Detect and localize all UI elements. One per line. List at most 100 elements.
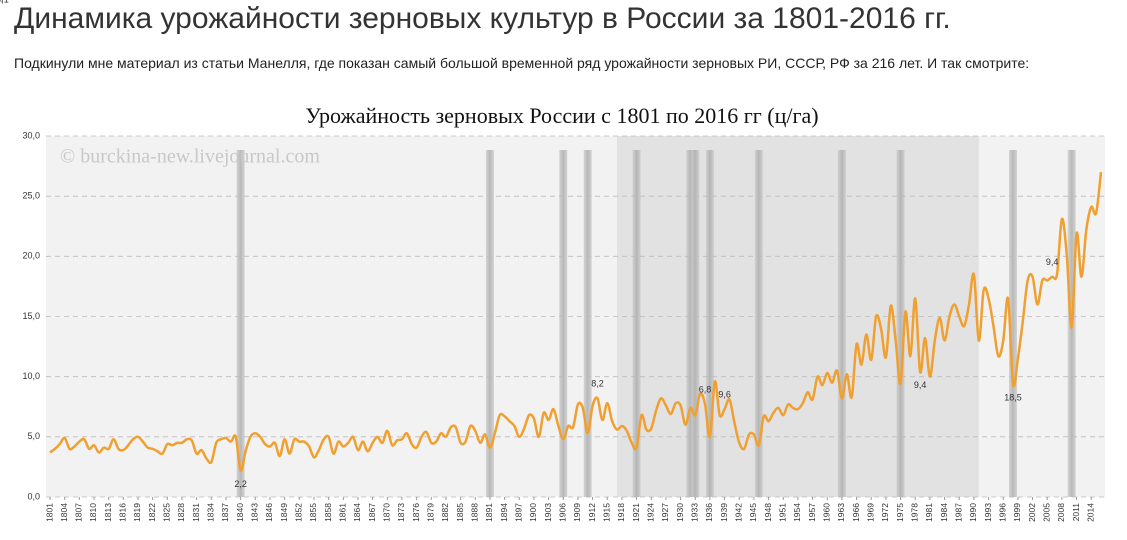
x-tick-label: 1945 [748, 503, 758, 522]
x-tick-label: 1924 [646, 503, 656, 522]
y-tick-label: 25,0 [22, 191, 40, 201]
y-tick-label: 15,0 [22, 311, 40, 321]
data-label: 9,6 [718, 390, 731, 400]
shaded-year [837, 150, 846, 497]
x-tick-label: 1975 [895, 503, 905, 522]
shaded-year [705, 150, 714, 497]
x-tick-label: 1867 [367, 503, 377, 522]
x-tick-label: 1990 [968, 503, 978, 522]
data-label: 14,1 [0, 0, 9, 4]
x-tick-label: 1888 [470, 503, 480, 522]
shaded-year [236, 150, 245, 497]
x-tick-label: 1873 [396, 503, 406, 522]
x-tick-label: 1918 [616, 503, 626, 522]
x-tick-label: 1879 [426, 503, 436, 522]
x-tick-label: 1960 [822, 503, 832, 522]
shaded-year [754, 150, 763, 497]
x-tick-label: 1843 [250, 503, 260, 522]
x-tick-label: 1957 [807, 503, 817, 522]
x-tick-label: 2002 [1027, 503, 1037, 522]
x-tick-label: 1807 [74, 503, 84, 522]
x-tick-label: 1834 [206, 503, 216, 522]
x-tick-label: 1825 [162, 503, 172, 522]
x-tick-label: 1831 [191, 503, 201, 522]
x-tick-label: 2014 [1085, 503, 1095, 522]
shaded-year [559, 150, 568, 497]
data-label: 8,2 [591, 379, 604, 389]
x-tick-label: 1984 [939, 503, 949, 522]
x-tick-label: 2008 [1056, 503, 1066, 522]
data-label: 9,4 [914, 380, 927, 390]
shaded-year [485, 150, 494, 497]
x-tick-label: 1804 [59, 503, 69, 522]
x-tick-label: 1996 [997, 503, 1007, 522]
page-title: Динамика урожайности зерновых культур в … [14, 2, 951, 35]
x-tick-label: 1912 [587, 503, 597, 522]
x-tick-label: 1948 [763, 503, 773, 522]
x-tick-label: 1930 [675, 503, 685, 522]
x-tick-label: 1936 [704, 503, 714, 522]
x-tick-label: 1840 [235, 503, 245, 522]
x-tick-label: 1987 [953, 503, 963, 522]
x-tick-label: 1837 [220, 503, 230, 522]
y-tick-label: 20,0 [22, 251, 40, 261]
x-tick-label: 1861 [338, 503, 348, 522]
x-tick-label: 1813 [103, 503, 113, 522]
shaded-year [632, 150, 641, 497]
x-tick-label: 1969 [865, 503, 875, 522]
data-label: 18,5 [1004, 392, 1022, 402]
x-tick-label: 1852 [294, 503, 304, 522]
x-tick-label: 1822 [147, 503, 157, 522]
shaded-year [1009, 150, 1018, 497]
intro-text: Подкинули мне материал из статьи Манелля… [14, 55, 1030, 71]
x-tick-label: 1891 [484, 503, 494, 522]
x-tick-label: 1999 [1012, 503, 1022, 522]
x-tick-label: 1954 [792, 503, 802, 522]
x-tick-label: 1915 [602, 503, 612, 522]
x-tick-label: 1894 [499, 503, 509, 522]
x-tick-label: 1942 [734, 503, 744, 522]
x-tick-label: 2005 [1041, 503, 1051, 522]
x-tick-label: 1951 [778, 503, 788, 522]
x-tick-label: 1933 [690, 503, 700, 522]
y-tick-label: 10,0 [22, 371, 40, 381]
shaded-year [686, 150, 695, 497]
data-label: 27 [0, 0, 5, 4]
data-label: 6,8 [699, 385, 712, 395]
x-tick-label: 1921 [631, 503, 641, 522]
x-tick-label: 1978 [909, 503, 919, 522]
x-tick-label: 1816 [118, 503, 128, 522]
x-tick-label: 1939 [719, 503, 729, 522]
y-tick-label: 5,0 [27, 431, 40, 441]
x-tick-label: 1903 [543, 503, 553, 522]
x-tick-label: 1909 [572, 503, 582, 522]
chart-title: Урожайность зерновых России с 1801 по 20… [305, 103, 818, 128]
y-tick-label: 30,0 [22, 130, 40, 140]
data-label: 2,2 [234, 479, 247, 489]
x-tick-label: 1858 [323, 503, 333, 522]
x-tick-label: 1882 [440, 503, 450, 522]
x-tick-label: 1966 [851, 503, 861, 522]
shaded-year [583, 150, 592, 497]
x-tick-label: 1972 [880, 503, 890, 522]
x-tick-label: 1870 [382, 503, 392, 522]
watermark: © burckina-new.livejournal.com [60, 146, 320, 168]
x-tick-label: 1801 [44, 503, 54, 522]
x-tick-label: 1819 [132, 503, 142, 522]
y-tick-label: 0,0 [27, 491, 40, 501]
x-tick-label: 2011 [1071, 503, 1081, 522]
x-tick-label: 1849 [279, 503, 289, 522]
x-tick-label: 1900 [528, 503, 538, 522]
x-tick-label: 1855 [308, 503, 318, 522]
x-tick-label: 1993 [983, 503, 993, 522]
x-tick-label: 1927 [660, 503, 670, 522]
x-tick-label: 1906 [558, 503, 568, 522]
shaded-year [691, 150, 700, 497]
x-tick-label: 1810 [88, 503, 98, 522]
x-tick-label: 1864 [352, 503, 362, 522]
data-label: 9,4 [1046, 257, 1059, 267]
x-tick-label: 1885 [455, 503, 465, 522]
x-tick-label: 1876 [411, 503, 421, 522]
